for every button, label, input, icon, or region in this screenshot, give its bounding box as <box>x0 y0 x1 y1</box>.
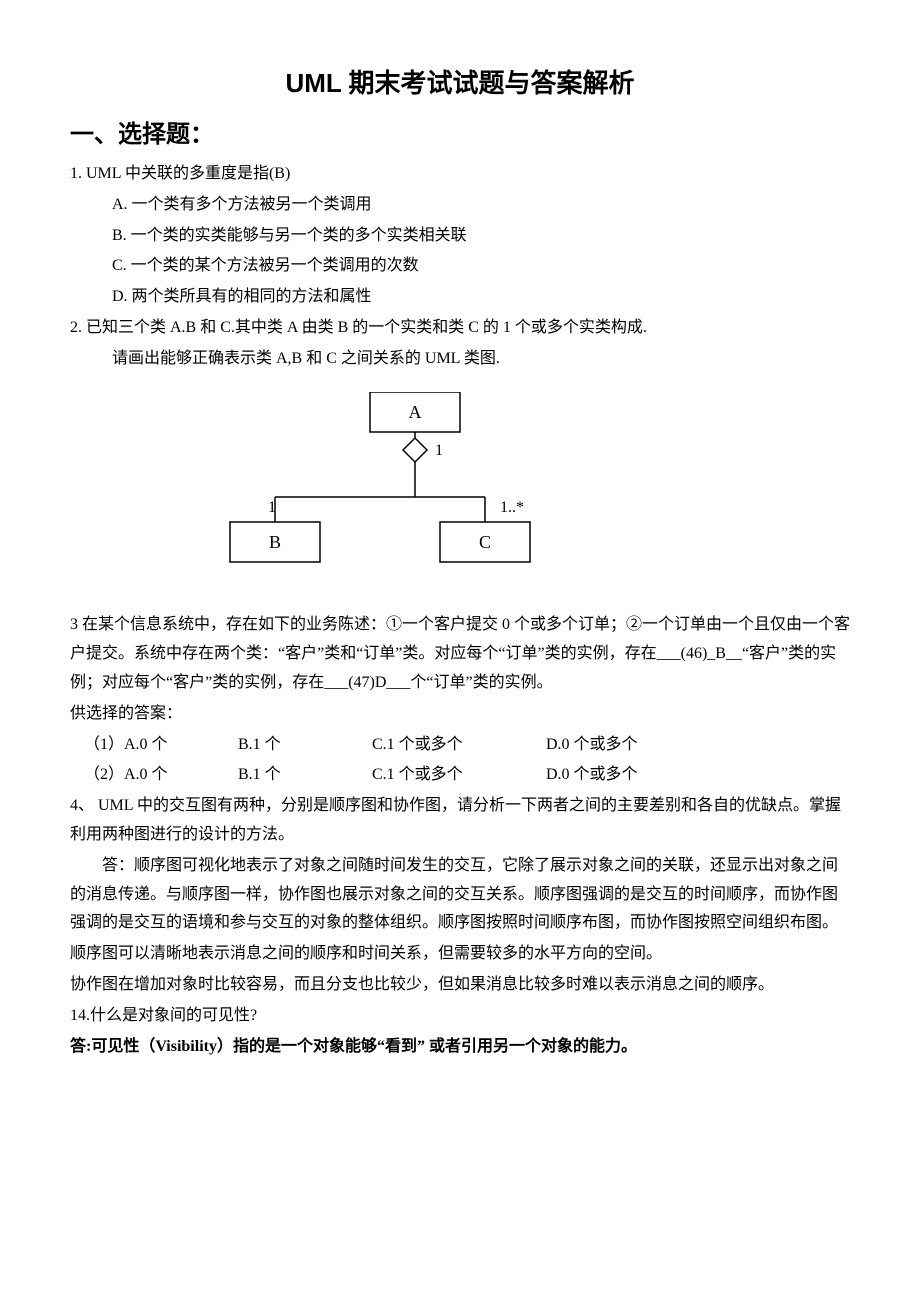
q1-option-b: B. 一个类的实类能够与另一个类的多个实类相关联 <box>112 222 850 251</box>
q3-r1-b: B.1 个 <box>238 731 368 760</box>
q3-r2-c: C.1 个或多个 <box>372 761 542 790</box>
q3-r1-a: （1）A.0 个 <box>84 731 234 760</box>
q1-stem: 1. UML 中关联的多重度是指(B) <box>70 160 850 189</box>
section-1-heading: 一、选择题： <box>70 113 850 156</box>
q3-r2-d: D.0 个或多个 <box>546 761 638 790</box>
q1-option-a: A. 一个类有多个方法被另一个类调用 <box>112 191 850 220</box>
svg-text:1: 1 <box>435 442 443 459</box>
q3-r2-b: B.1 个 <box>238 761 368 790</box>
q2-stem-line2: 请画出能够正确表示类 A,B 和 C 之间关系的 UML 类图. <box>112 345 850 374</box>
q2-stem-line1: 2. 已知三个类 A.B 和 C.其中类 A 由类 B 的一个实类和类 C 的 … <box>70 314 850 343</box>
q3-choices-label: 供选择的答案： <box>70 700 850 729</box>
q1-option-d: D. 两个类所具有的相同的方法和属性 <box>112 283 850 312</box>
svg-text:C: C <box>479 532 491 552</box>
svg-text:A: A <box>409 402 422 422</box>
q4-answer-p2: 顺序图可以清晰地表示消息之间的顺序和时间关系，但需要较多的水平方向的空间。 <box>70 940 850 969</box>
q3-r1-c: C.1 个或多个 <box>372 731 542 760</box>
q14-stem: 14.什么是对象间的可见性? <box>70 1002 850 1031</box>
page-title: UML 期末考试试题与答案解析 <box>70 60 850 107</box>
q3-row2: （2）A.0 个 B.1 个 C.1 个或多个 D.0 个或多个 <box>84 761 850 790</box>
q14-answer: 答:可见性（Visibility）指的是一个对象能够“看到” 或者引用另一个对象… <box>70 1033 850 1062</box>
q3-paragraph: 3 在某个信息系统中，存在如下的业务陈述：①一个客户提交 0 个或多个订单；②一… <box>70 611 850 697</box>
q4-answer-p3: 协作图在增加对象时比较容易，而且分支也比较少，但如果消息比较多时难以表示消息之间… <box>70 971 850 1000</box>
q4-stem: 4、 UML 中的交互图有两种，分别是顺序图和协作图，请分析一下两者之间的主要差… <box>70 792 850 850</box>
svg-text:1..*: 1..* <box>500 499 524 516</box>
q1-option-c: C. 一个类的某个方法被另一个类调用的次数 <box>112 252 850 281</box>
uml-class-diagram: A B C 1 1 1..* <box>190 392 850 588</box>
q3-row1: （1）A.0 个 B.1 个 C.1 个或多个 D.0 个或多个 <box>84 731 850 760</box>
q4-answer-p1: 答：顺序图可视化地表示了对象之间随时间发生的交互，它除了展示对象之间的关联，还显… <box>70 852 850 938</box>
svg-text:B: B <box>269 532 281 552</box>
q3-r1-d: D.0 个或多个 <box>546 731 638 760</box>
q3-r2-a: （2）A.0 个 <box>84 761 234 790</box>
svg-text:1: 1 <box>268 499 276 516</box>
